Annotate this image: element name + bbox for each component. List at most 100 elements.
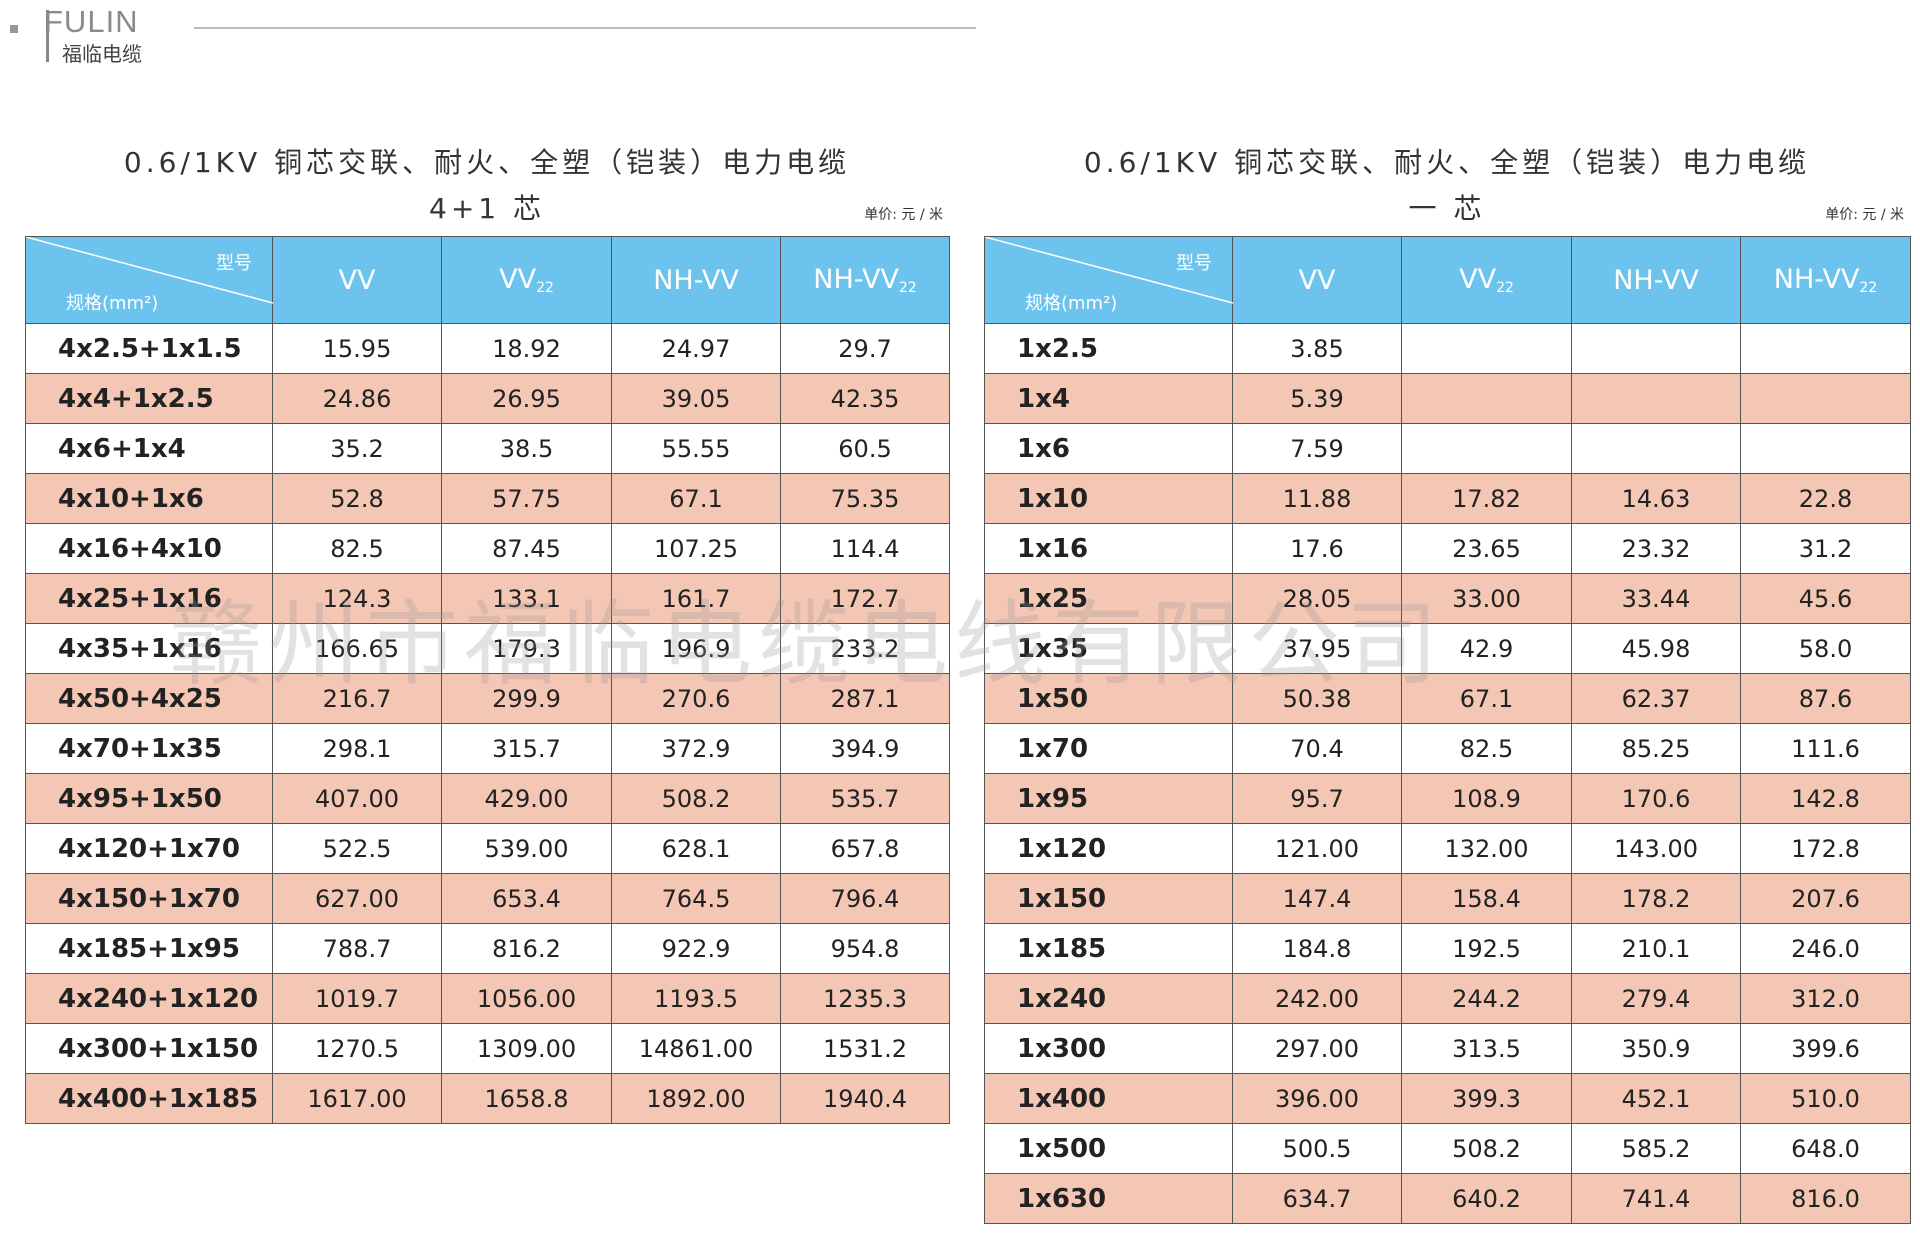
price-cell (1740, 423, 1911, 474)
price-cell: 133.1 (441, 573, 612, 624)
price-cell: 315.7 (441, 723, 612, 774)
table-subtitle: 一 芯 (1408, 192, 1486, 225)
spec-cell: 1x185 (984, 923, 1233, 974)
spec-cell: 1x150 (984, 873, 1233, 924)
price-cell (1571, 423, 1741, 474)
price-cell: 1531.2 (780, 1023, 950, 1074)
price-cell: 132.00 (1401, 823, 1572, 874)
spec-cell: 4x120+1x70 (25, 823, 273, 874)
diagonal-line (985, 237, 1233, 304)
price-cell: 147.4 (1232, 873, 1402, 924)
price-cell: 1056.00 (441, 973, 612, 1024)
price-table: 型号 规格(mm²) VV VV22 NH-VV NH-VV22 4x2.5+1x1.5 15… (25, 236, 950, 1124)
header-rule (194, 27, 976, 29)
price-cell: 298.1 (272, 723, 442, 774)
price-cell: 75.35 (780, 473, 950, 524)
table-row: 1x400 396.00 399.3 452.1 510.0 (984, 1073, 1911, 1124)
table-row: 1x4 5.39 (984, 373, 1911, 424)
spec-cell: 4x50+4x25 (25, 673, 273, 724)
column-header: NH-VV22 (1740, 236, 1911, 324)
price-cell: 796.4 (780, 873, 950, 924)
table-row: 4x70+1x35 298.1 315.7 372.9 394.9 (25, 723, 950, 774)
price-cell: 788.7 (272, 923, 442, 974)
price-cell: 26.95 (441, 373, 612, 424)
table-row: 4x95+1x50 407.00 429.00 508.2 535.7 (25, 773, 950, 824)
column-sub: 22 (898, 280, 917, 296)
price-cell: 11.88 (1232, 473, 1402, 524)
table-row: 1x70 70.4 82.5 85.25 111.6 (984, 723, 1911, 774)
price-cell: 33.00 (1401, 573, 1572, 624)
table-row: 1x240 242.00 244.2 279.4 312.0 (984, 973, 1911, 1024)
price-cell: 67.1 (1401, 673, 1572, 724)
price-cell: 17.6 (1232, 523, 1402, 574)
column-sub: 22 (1859, 280, 1878, 296)
logo-name: 福临电缆 (62, 42, 142, 66)
column-header: VV22 (441, 236, 612, 324)
price-cell: 60.5 (780, 423, 950, 474)
column-header: VV (272, 236, 442, 324)
price-cell: 399.6 (1740, 1023, 1911, 1074)
price-cell: 179.3 (441, 623, 612, 674)
price-cell: 313.5 (1401, 1023, 1572, 1074)
price-cell: 508.2 (1401, 1123, 1572, 1174)
header-row: 型号 规格(mm²) VV VV22 NH-VV NH-VV22 (25, 236, 950, 324)
table-row: 1x120 121.00 132.00 143.00 172.8 (984, 823, 1911, 874)
price-cell: 1617.00 (272, 1073, 442, 1124)
table-row: 4x240+1x120 1019.7 1056.00 1193.5 1235.3 (25, 973, 950, 1024)
price-cell: 121.00 (1232, 823, 1402, 874)
price-cell: 741.4 (1571, 1173, 1741, 1224)
price-cell: 166.65 (272, 623, 442, 674)
price-cell: 394.9 (780, 723, 950, 774)
price-cell: 233.2 (780, 623, 950, 674)
price-cell: 29.7 (780, 323, 950, 374)
column-sub: 22 (536, 280, 554, 296)
price-cell: 95.7 (1232, 773, 1402, 824)
price-cell: 23.32 (1571, 523, 1741, 574)
table-row: 1x16 17.6 23.65 23.32 31.2 (984, 523, 1911, 574)
price-cell (1571, 323, 1741, 374)
price-cell: 42.9 (1401, 623, 1572, 674)
price-cell: 87.6 (1740, 673, 1911, 724)
price-cell: 535.7 (780, 773, 950, 824)
table-row: 1x95 95.7 108.9 170.6 142.8 (984, 773, 1911, 824)
table-row: 1x185 184.8 192.5 210.1 246.0 (984, 923, 1911, 974)
spec-cell: 4x400+1x185 (25, 1073, 273, 1124)
column-header: NH-VV (1571, 236, 1741, 324)
price-cell: 114.4 (780, 523, 950, 574)
spec-cell: 1x400 (984, 1073, 1233, 1124)
price-cell: 18.92 (441, 323, 612, 374)
price-cell: 539.00 (441, 823, 612, 874)
price-cell: 143.00 (1571, 823, 1741, 874)
table-row: 1x300 297.00 313.5 350.9 399.6 (984, 1023, 1911, 1074)
price-table: 型号 规格(mm²) VV VV22 NH-VV NH-VV22 1x2.5 3.85 1x4 5… (984, 236, 1911, 1224)
column-sub: 22 (1496, 280, 1514, 296)
price-cell: 816.0 (1740, 1173, 1911, 1224)
price-cell: 17.82 (1401, 473, 1572, 524)
price-cell: 58.0 (1740, 623, 1911, 674)
price-cell: 1892.00 (611, 1073, 781, 1124)
price-cell: 55.55 (611, 423, 781, 474)
price-cell: 87.45 (441, 523, 612, 574)
price-cell: 35.2 (272, 423, 442, 474)
table-title: 0.6/1KV 铜芯交联、耐火、全塑（铠装）电力电缆 (123, 146, 851, 179)
price-cell: 42.35 (780, 373, 950, 424)
price-cell: 657.8 (780, 823, 950, 874)
price-cell: 429.00 (441, 773, 612, 824)
spec-cell: 4x6+1x4 (25, 423, 273, 474)
column-header: NH-VV (611, 236, 781, 324)
spec-cell: 4x240+1x120 (25, 973, 273, 1024)
price-cell: 62.37 (1571, 673, 1741, 724)
logo-brand: FULIN (44, 4, 139, 39)
spec-cell: 4x150+1x70 (25, 873, 273, 924)
column-name: NH-VV (1613, 264, 1699, 296)
price-cell: 107.25 (611, 523, 781, 574)
table-row: 1x500 500.5 508.2 585.2 648.0 (984, 1123, 1911, 1174)
price-cell: 350.9 (1571, 1023, 1741, 1074)
table-row: 1x630 634.7 640.2 741.4 816.0 (984, 1173, 1911, 1224)
price-cell: 172.7 (780, 573, 950, 624)
table-row: 4x35+1x16 166.65 179.3 196.9 233.2 (25, 623, 950, 674)
price-cell: 82.5 (1401, 723, 1572, 774)
logo-bar (46, 10, 49, 62)
price-cell: 39.05 (611, 373, 781, 424)
